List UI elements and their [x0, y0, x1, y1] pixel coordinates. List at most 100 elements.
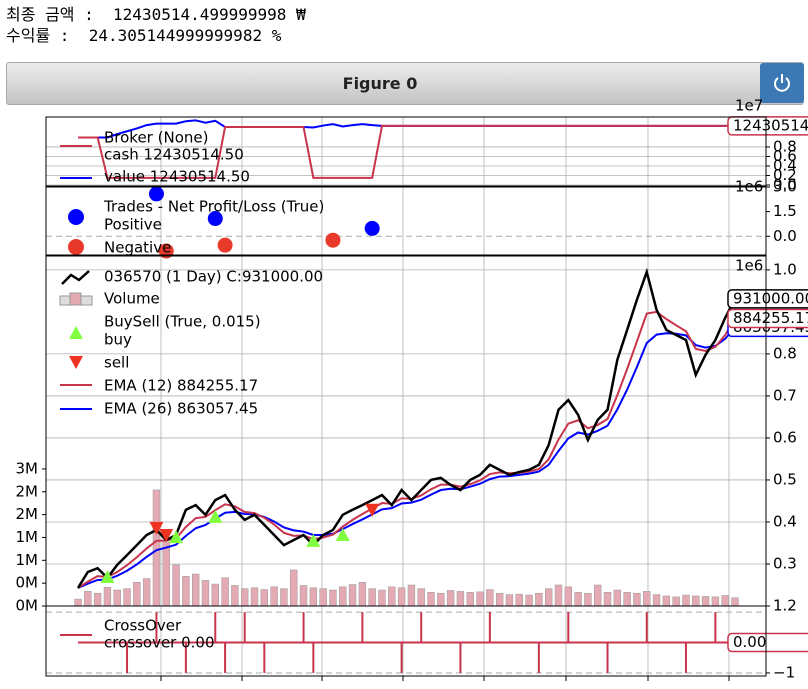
volume-bar [682, 594, 690, 607]
volume-bar [290, 569, 298, 607]
y-tick-label: 0.8 [773, 344, 797, 362]
legend-title: BuySell (True, 0.015) [104, 313, 261, 331]
volume-bar [466, 592, 474, 607]
volume-bar [368, 588, 376, 607]
y-tick-label: 1.2 [773, 597, 797, 615]
legend-swatch [69, 326, 83, 339]
trade-point [217, 237, 233, 253]
y-tick-label: 0.5 [773, 470, 797, 488]
legend-title: Trades - Net Profit/Loss (True) [103, 198, 324, 216]
y-tick-label: −1 [773, 663, 795, 681]
legend-label: Positive [104, 216, 162, 234]
y-tick-label: 0.0 [773, 227, 797, 245]
legend-swatch [69, 292, 82, 306]
volume-bar [603, 592, 612, 607]
volume-bar [74, 598, 82, 607]
legend-label: value 12430514.50 [104, 168, 250, 186]
last-value-box [727, 116, 808, 136]
volume-bar [182, 576, 190, 607]
volume-bar [152, 489, 161, 607]
axes-frame [45, 116, 767, 187]
y-tick-label: 1M [16, 551, 39, 569]
volume-bar [672, 596, 680, 607]
trade-point [364, 220, 380, 236]
volume-bar [162, 541, 170, 607]
buy-marker [306, 533, 321, 547]
volume-bar [574, 592, 582, 607]
volume-bar [564, 586, 572, 607]
last-value-label: 12430514.50 [733, 116, 808, 134]
volume-bar [662, 595, 671, 607]
volume-bar [201, 580, 210, 607]
sell-marker [365, 503, 380, 517]
volume-bar [711, 596, 720, 607]
volume-bar [495, 592, 504, 607]
volume-bar [446, 590, 455, 607]
volume-bar [133, 581, 141, 607]
volume-bar [339, 586, 347, 607]
legend-title: CrossOver [104, 617, 182, 635]
y-tick-label: 0.6 [773, 147, 797, 165]
volume-bar [358, 581, 367, 607]
y-tick-label: 0.3 [773, 554, 797, 572]
volume-bar [486, 589, 494, 607]
volume-bar [417, 588, 425, 607]
volume-bar [407, 584, 416, 607]
header: 최종 금액 : 12430514.499999998 ₩ 수익률 : 24.305… [6, 4, 306, 46]
legend-swatch [68, 239, 84, 255]
legend-title: Broker (None) [104, 129, 208, 147]
y-tick-label: 0.8 [773, 137, 797, 155]
sell-marker [149, 521, 164, 535]
axes-frame [45, 605, 767, 677]
volume-bar [584, 592, 592, 607]
volume-bar [299, 585, 308, 607]
volume-bar [476, 591, 484, 607]
broker-line [78, 119, 735, 139]
volume-bar [692, 595, 700, 607]
volume-bar [505, 594, 514, 607]
volume-bar [103, 587, 112, 607]
volume-bar [142, 578, 151, 607]
y-tick-label: 0.4 [773, 156, 797, 174]
toolbar: Figure 0 [6, 62, 804, 105]
y-tick-label: 0.6 [773, 428, 797, 446]
figure-title: Figure 0 [342, 74, 418, 93]
last-value-box [727, 289, 808, 309]
volume-bar [652, 594, 661, 607]
volume-bar [613, 589, 622, 607]
volume-bar [515, 593, 523, 607]
volume-bar [319, 588, 327, 607]
offset-label: 1e6 [735, 257, 763, 275]
volume-bar [348, 584, 357, 607]
legend-swatch [68, 209, 84, 225]
volume-bar [554, 584, 563, 607]
y-tick-label: 0.0 [773, 176, 797, 194]
volume-bar [731, 597, 739, 607]
price-line [77, 326, 736, 589]
volume-bar [191, 573, 200, 607]
axes-frame [45, 255, 767, 607]
last-value-label: 0.00 [733, 633, 766, 651]
y-tick-label: 3.0 [773, 178, 797, 196]
volume-bar [172, 564, 180, 607]
broker-line [78, 124, 735, 179]
legend-label: 036570 (1 Day) C:931000.00 [104, 268, 323, 286]
sell-marker [159, 528, 174, 542]
volume-bar [270, 586, 278, 607]
y-tick-label: 0M [16, 574, 39, 592]
volume-bar [250, 587, 259, 607]
y-tick-label: 3M [16, 459, 39, 477]
y-tick-label: 0.4 [773, 512, 797, 530]
legend-label: sell [104, 354, 129, 372]
price-line [77, 310, 736, 589]
volume-bar [721, 595, 729, 607]
volume-bar [535, 592, 543, 607]
buy-marker [100, 570, 115, 584]
legend-label: buy [104, 331, 132, 349]
buy-marker [208, 509, 223, 523]
buy-marker [335, 527, 350, 541]
axes-frame [45, 186, 767, 256]
y-tick-label: 0.7 [773, 386, 797, 404]
close-button[interactable] [760, 63, 804, 103]
